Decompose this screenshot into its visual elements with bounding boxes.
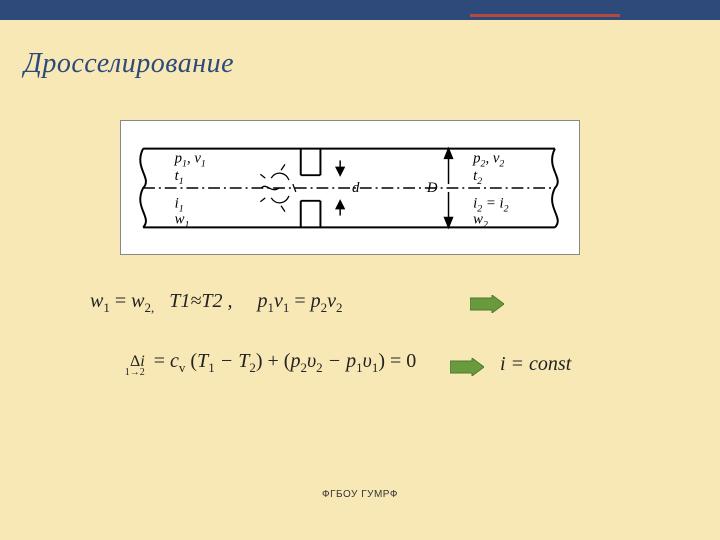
page-title: Дросселирование [24, 48, 234, 80]
lbl-p2v2: p2, v2 [472, 150, 504, 169]
diagram-svg: p1, v1 t1 i1 w1 p2, v2 t2 i2 = i2 w2 d D [121, 121, 579, 254]
arrow-right-icon [470, 295, 504, 313]
lbl-p1v1: p1, v1 [174, 150, 206, 169]
header-bar [0, 0, 720, 20]
eq-p1v1p2v2: p1v1 = p2v2 [257, 290, 342, 312]
header-accent-blue [440, 17, 670, 20]
eq-t1t2: T1≈T2 , [169, 290, 232, 312]
lbl-t2: t2 [473, 168, 482, 187]
arrow-right-icon [450, 358, 484, 376]
equation-line-2: Δi 1→2 = cv (T1 − T2) + (p2υ2 − p1υ1) = … [130, 350, 416, 376]
delta-i-limits: 1→2 [125, 367, 145, 378]
lbl-t1: t1 [175, 168, 184, 187]
equation-line-1: w1 = w2, T1≈T2 , p1v1 = p2v2 [90, 290, 343, 316]
lbl-d: d [352, 180, 360, 196]
equation-result: i = const [500, 353, 571, 376]
throttling-diagram: p1, v1 t1 i1 w1 p2, v2 t2 i2 = i2 w2 d D [120, 120, 580, 255]
eq-w1w2: w1 = w2, [90, 290, 159, 312]
slide: Дросселирование [0, 0, 720, 540]
lbl-D: D [426, 180, 438, 196]
footer-text: ФГБОУ ГУМРФ [0, 489, 720, 500]
